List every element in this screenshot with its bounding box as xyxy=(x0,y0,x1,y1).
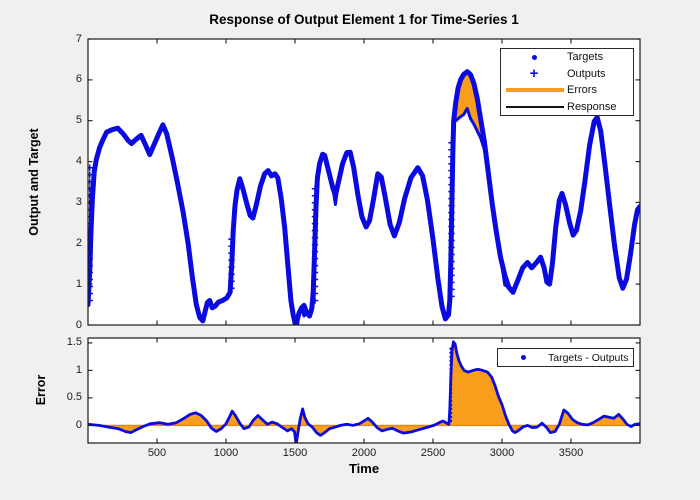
xtick-500: 500 xyxy=(147,447,167,459)
legend-item-targets-outputs: Targets - Outputs xyxy=(498,350,633,366)
legend-label-response: Response xyxy=(567,100,617,113)
response-line-icon xyxy=(501,106,567,108)
error-fill-region xyxy=(88,341,640,443)
top-y-axis-label: Output and Target xyxy=(27,128,41,236)
legend-label-targets-outputs: Targets - Outputs xyxy=(548,351,629,364)
bottom-ytick-0: 0 xyxy=(75,418,82,431)
legend-label-targets: Targets xyxy=(567,51,604,64)
legend-item-response: Response xyxy=(501,99,633,115)
bottom-y-axis-label: Error xyxy=(34,374,48,406)
top-ytick-1: 1 xyxy=(75,277,82,290)
top-ytick-3: 3 xyxy=(75,196,82,208)
bottom-ytick-1: 1 xyxy=(75,363,82,376)
top-ytick-2: 2 xyxy=(75,236,82,249)
xtick-2000: 2000 xyxy=(351,447,377,459)
bottom-ytick-1p5: 1.5 xyxy=(66,336,82,349)
bottom-legend: Targets - Outputs xyxy=(497,348,634,367)
bottom-axes-ticks xyxy=(88,338,640,443)
top-ytick-5: 5 xyxy=(75,114,82,127)
legend-item-errors: Errors xyxy=(501,82,633,98)
xtick-3500: 3500 xyxy=(558,447,584,459)
xtick-1500: 1500 xyxy=(282,447,308,459)
top-axes-ticks xyxy=(88,38,640,326)
top-legend: Targets + Outputs Errors Response xyxy=(500,48,634,116)
bottom-ytick-0p5: 0.5 xyxy=(66,391,82,404)
targets-dot-icon xyxy=(501,54,567,60)
outputs-plus-icon: + xyxy=(529,64,539,82)
legend-item-targets: Targets xyxy=(501,49,633,65)
x-axis-label: Time xyxy=(348,461,380,476)
error-dot-markers xyxy=(449,347,453,423)
top-ytick-6: 6 xyxy=(75,73,82,86)
xtick-2500: 2500 xyxy=(420,447,446,459)
xtick-1000: 1000 xyxy=(213,447,239,459)
errors-line-icon xyxy=(501,88,567,93)
error-dot-icon xyxy=(498,355,548,360)
legend-label-errors: Errors xyxy=(567,84,597,97)
outputs-curve xyxy=(88,107,640,325)
outputs-plus-markers xyxy=(88,139,455,304)
legend-label-outputs: Outputs xyxy=(567,67,606,80)
top-ytick-7: 7 xyxy=(75,32,82,45)
legend-item-outputs: + Outputs xyxy=(501,66,633,82)
top-ytick-0: 0 xyxy=(75,318,82,331)
xtick-3000: 3000 xyxy=(489,447,515,459)
error-curve xyxy=(88,340,640,443)
top-ytick-4: 4 xyxy=(75,155,82,168)
chart-title: Response of Output Element 1 for Time-Se… xyxy=(209,12,519,27)
